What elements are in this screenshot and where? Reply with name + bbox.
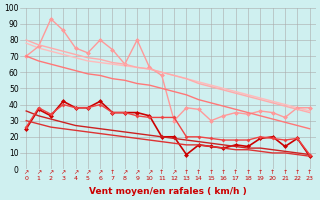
- X-axis label: Vent moyen/en rafales ( km/h ): Vent moyen/en rafales ( km/h ): [89, 187, 247, 196]
